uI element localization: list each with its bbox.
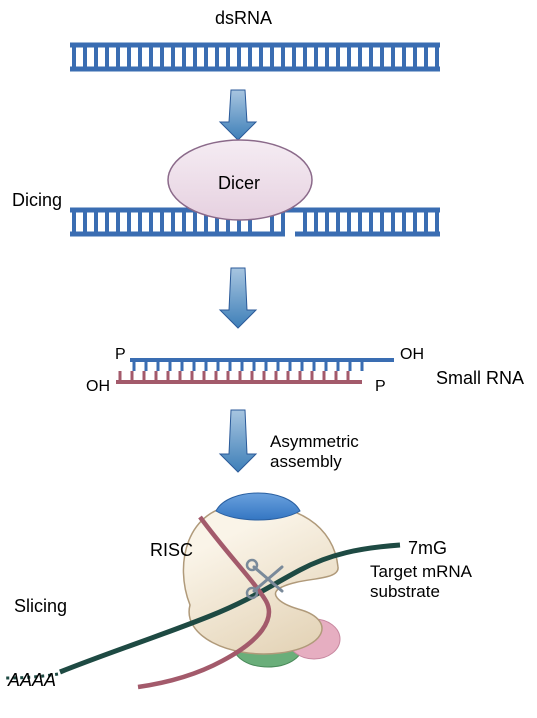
flow-arrow	[220, 90, 256, 140]
label-dsRNA: dsRNA	[215, 8, 272, 29]
diagram-canvas	[0, 0, 537, 718]
label-risc: RISC	[150, 540, 193, 561]
label-sevenMG: 7mG	[408, 538, 447, 559]
label-p1: P	[115, 346, 126, 364]
label-dicing: Dicing	[12, 190, 62, 211]
label-small_rna: Small RNA	[436, 368, 524, 389]
label-target: Target mRNA substrate	[370, 562, 537, 602]
risc-cap	[216, 493, 300, 520]
label-polyA: AAAA	[8, 670, 56, 691]
label-slicing: Slicing	[14, 596, 67, 617]
label-p2: P	[375, 378, 386, 396]
label-oh2: OH	[86, 378, 110, 396]
label-asym2: assembly	[270, 452, 342, 472]
flow-arrow	[220, 268, 256, 328]
label-asym1: Asymmetric	[270, 432, 359, 452]
flow-arrow	[220, 410, 256, 472]
label-dicer: Dicer	[218, 173, 260, 194]
label-oh1: OH	[400, 346, 424, 364]
